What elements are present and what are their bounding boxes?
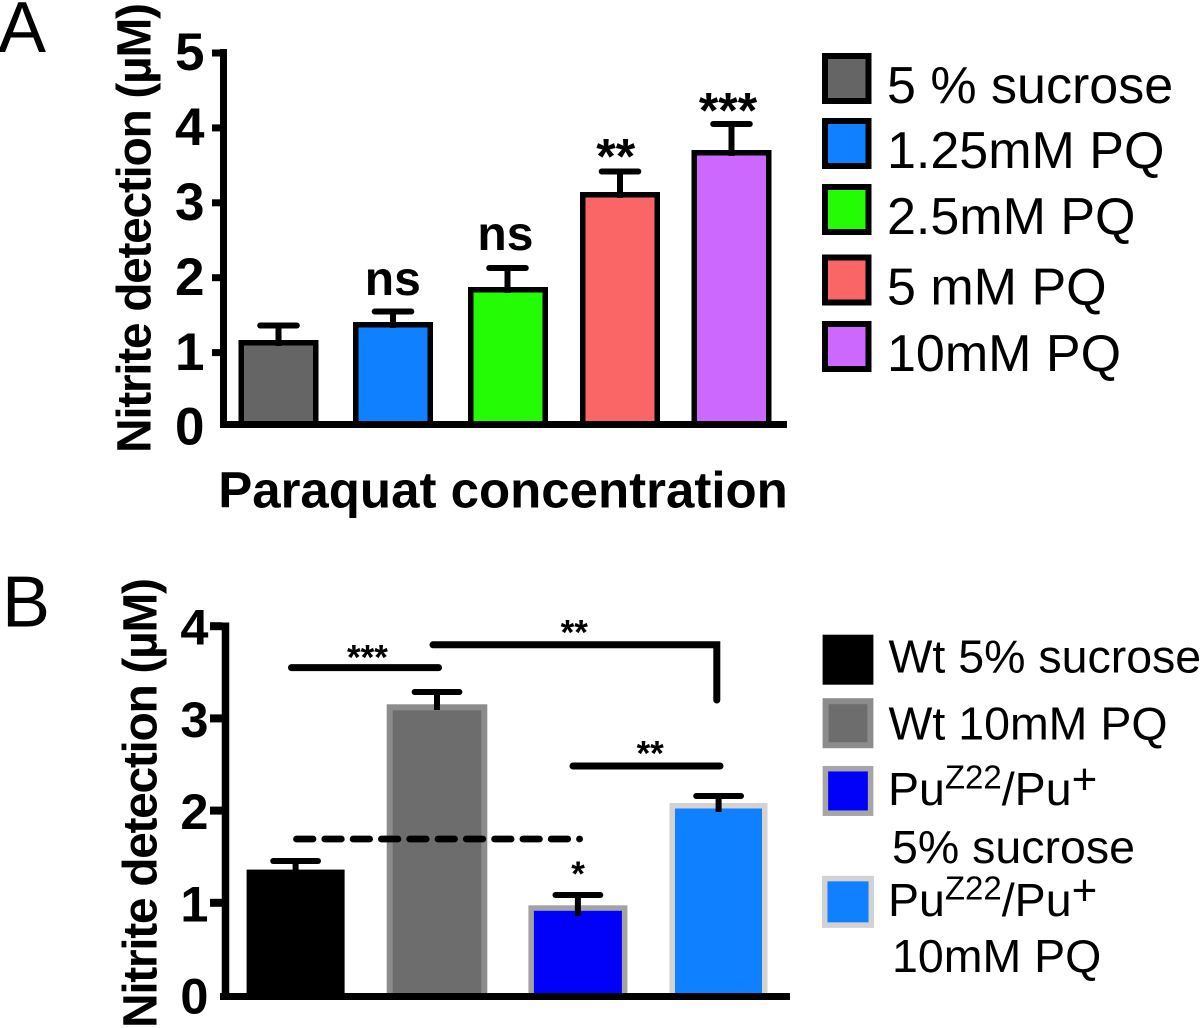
svg-text:0: 0: [180, 968, 208, 1025]
svg-text:10mM PQ: 10mM PQ: [892, 930, 1101, 982]
svg-text:B: B: [2, 563, 50, 643]
svg-text:1.25mM PQ: 1.25mM PQ: [887, 122, 1164, 180]
svg-text:**: **: [596, 129, 635, 185]
svg-text:2.5mM PQ: 2.5mM PQ: [887, 188, 1136, 246]
svg-text:4: 4: [180, 599, 208, 656]
svg-text:***: ***: [699, 83, 758, 139]
svg-text:1: 1: [175, 323, 204, 382]
svg-text:10mM PQ: 10mM PQ: [887, 325, 1121, 383]
svg-text:Wt 5% sucrose: Wt 5% sucrose: [889, 631, 1200, 683]
svg-text:Wt 10mM PQ: Wt 10mM PQ: [889, 697, 1168, 749]
svg-text:Nitrite detection (µM): Nitrite detection (µM): [109, 4, 162, 453]
svg-text:ns: ns: [477, 208, 533, 261]
svg-text:Nitrite detection (µM): Nitrite detection (µM): [115, 579, 168, 1028]
svg-text:5% sucrose: 5% sucrose: [892, 821, 1135, 873]
svg-text:2: 2: [180, 783, 208, 840]
svg-text:PuZ22/Pu+: PuZ22/Pu+: [888, 866, 1097, 926]
svg-text:0: 0: [175, 398, 204, 457]
svg-text:Paraquat concentration: Paraquat concentration: [218, 462, 788, 519]
svg-text:1: 1: [180, 875, 208, 932]
svg-text:**: **: [637, 735, 665, 774]
svg-text:ns: ns: [365, 253, 421, 306]
svg-text:4: 4: [175, 98, 205, 157]
svg-text:3: 3: [180, 691, 208, 748]
svg-text:2: 2: [175, 248, 204, 307]
svg-text:**: **: [561, 613, 589, 652]
svg-text:5: 5: [175, 23, 204, 82]
svg-text:3: 3: [175, 173, 204, 232]
svg-text:***: ***: [347, 639, 388, 678]
svg-text:5 mM PQ: 5 mM PQ: [887, 259, 1107, 317]
svg-text:5 % sucrose: 5 % sucrose: [887, 57, 1173, 115]
svg-text:A: A: [0, 0, 46, 68]
svg-text:*: *: [571, 855, 585, 894]
